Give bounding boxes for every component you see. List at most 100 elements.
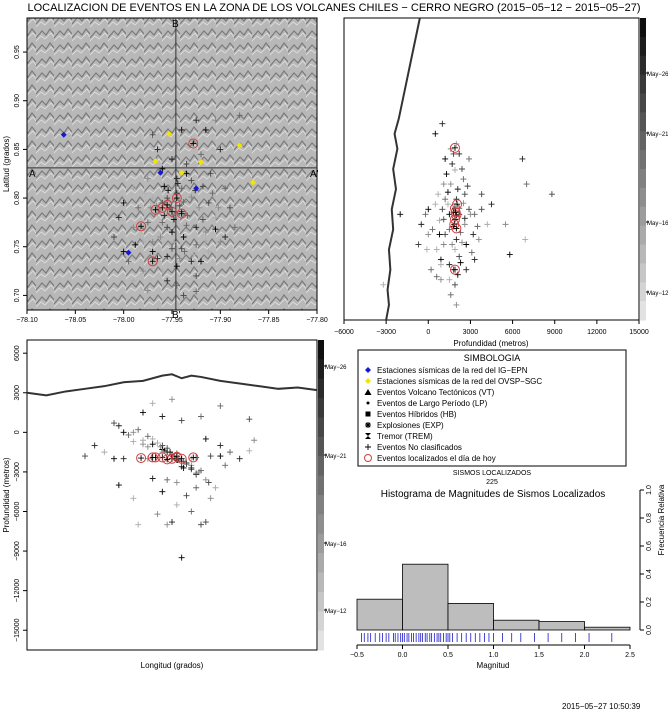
ns-event-point — [461, 215, 468, 222]
map-x-tick-label: −77.95 — [161, 317, 183, 324]
ns-event-point — [447, 291, 454, 298]
legend-item-label: Explosiones (EXP) — [377, 421, 444, 430]
event-point — [188, 258, 195, 265]
ew-y-tick-label: −9000 — [14, 541, 21, 561]
event-point — [190, 251, 197, 258]
ns-event-point — [444, 189, 451, 196]
event-point — [173, 175, 180, 182]
ns-event-point — [446, 226, 453, 233]
ns-event-point — [460, 176, 467, 183]
event-point — [130, 185, 137, 192]
map-y-tick-label: 0.80 — [14, 191, 21, 205]
ns-event-point — [478, 191, 485, 198]
ew-event-point — [198, 413, 204, 420]
event-point — [120, 199, 127, 206]
ew-today-marker — [188, 452, 199, 463]
event-point — [157, 234, 164, 240]
ns-event-point — [453, 196, 460, 203]
legend: SIMBOLOGIA Estaciones sísmicas de la red… — [357, 349, 627, 486]
ns-event-point — [461, 191, 468, 198]
ns-event-point — [453, 225, 460, 232]
colorbar-label: May−26 — [647, 72, 668, 78]
colorbar-segment — [318, 591, 324, 612]
ew-event-point — [115, 482, 122, 489]
colorbar-segment — [318, 417, 324, 438]
ew-event-point — [236, 455, 243, 462]
ns-event-point — [471, 256, 478, 263]
colorbar-label: May−16 — [647, 221, 668, 227]
event-point — [176, 255, 183, 262]
dot-icon — [366, 401, 370, 405]
ew-event-point — [159, 488, 166, 495]
event-point — [140, 238, 146, 245]
ns-event-point — [459, 166, 465, 172]
ns-event-point — [418, 221, 425, 228]
ew-y-tick-label: −6000 — [14, 502, 21, 522]
event-point — [164, 253, 171, 260]
ew-event-point — [188, 464, 195, 471]
ew-event-point — [144, 433, 151, 440]
colorbar-segment — [640, 263, 646, 283]
event-point — [161, 212, 168, 219]
colorbar-label: May−21 — [647, 132, 668, 138]
event-point — [152, 206, 159, 213]
event-point — [149, 238, 156, 245]
timestamp: 2015−05−27 10:50:39 — [562, 702, 641, 711]
ns-event-point — [425, 206, 432, 213]
event-point — [205, 199, 212, 206]
legend-item-label: Eventos Híbridos (HB) — [377, 410, 457, 419]
ns-x-tick-label: 3000 — [463, 329, 479, 336]
ew-event-point — [178, 455, 185, 462]
ew-event-point — [125, 431, 132, 438]
event-point — [193, 288, 200, 295]
ew-event-point — [138, 455, 145, 462]
event-point — [169, 245, 175, 252]
ns-event-point — [454, 186, 461, 193]
ns-section-panel: −6000 −3000 0 3000 6000 9000 12000 15000 Profun… — [334, 17, 649, 348]
red-circle-icon — [364, 454, 372, 462]
ns-x-label: Profundidad (metros) — [453, 339, 528, 348]
event-point — [135, 204, 142, 211]
ns-event-point — [442, 196, 449, 203]
ew-event-point — [198, 467, 204, 474]
event-point — [183, 170, 190, 177]
ns-event-point — [422, 211, 429, 218]
histogram-y-tick-label: 0.2 — [646, 597, 653, 607]
ew-today-marker — [162, 454, 173, 465]
ns-event-point — [475, 236, 482, 243]
ns-event-point — [548, 191, 555, 198]
ew-event-point — [154, 511, 161, 518]
event-point — [178, 185, 185, 192]
yellow-diamond-icon — [365, 378, 371, 384]
event-point — [149, 248, 156, 255]
ns-event-point — [432, 130, 439, 137]
map-y-tick-label: 0.70 — [14, 288, 21, 302]
ew-event-point — [222, 462, 229, 469]
colorbar-segment — [318, 533, 324, 554]
ew-event-point — [91, 442, 98, 449]
ns-event-point — [447, 181, 454, 188]
event-point — [188, 177, 195, 184]
ew-event-point — [207, 453, 214, 460]
relief-map — [26, 17, 318, 311]
ns-event-point — [433, 273, 440, 280]
ew-y-tick-label: 3000 — [14, 385, 21, 401]
ig-epn-station-marker — [125, 249, 132, 256]
colorbar-segment — [318, 378, 324, 399]
histogram-x-tick-label: −0.5 — [350, 652, 364, 659]
event-point — [170, 216, 177, 223]
ns-event-point — [451, 144, 458, 151]
event-point — [178, 245, 185, 252]
ns-event-point — [440, 216, 447, 223]
ew-event-point — [159, 449, 166, 456]
ew-event-point — [135, 521, 142, 528]
colorbar-segment — [318, 456, 324, 477]
today-event-marker — [162, 199, 173, 210]
event-point — [180, 198, 187, 205]
map-layer: −78.10 −78.05 −78.00 −77.95 −77.90 −77.85 −77.… — [14, 18, 328, 324]
event-point — [180, 234, 187, 240]
ns-event-point — [451, 266, 458, 273]
ew-event-point — [154, 439, 161, 446]
map-x-tick-label: −77.80 — [306, 317, 328, 324]
